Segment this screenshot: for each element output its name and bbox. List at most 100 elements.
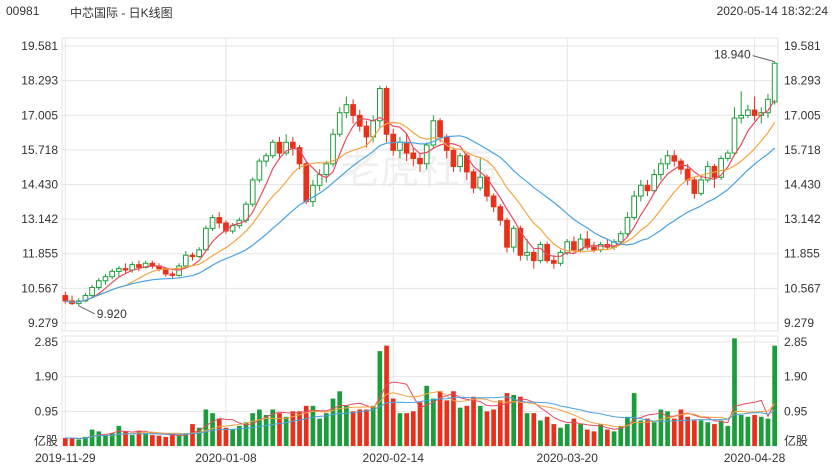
volume-tick-label-right: 2.85: [784, 335, 808, 349]
volume-ma-short-line: [65, 381, 776, 440]
volume-tick-label-left: 1.90: [35, 370, 59, 384]
candle-body: [658, 163, 664, 176]
candle-body: [249, 179, 256, 205]
volume-bar: [698, 420, 704, 446]
volume-bar: [83, 436, 88, 446]
timestamp: 2020-05-14 18:32:24: [716, 4, 828, 18]
volume-bar: [203, 409, 209, 446]
candle-body: [738, 114, 745, 119]
volume-bar: [109, 433, 115, 446]
volume-bar: [531, 413, 537, 446]
volume-bar: [270, 409, 276, 446]
volume-ma-long-line: [65, 396, 775, 440]
volume-bar: [417, 402, 423, 446]
candle-body: [724, 152, 731, 159]
volume-bar: [89, 429, 95, 446]
volume-bar: [364, 409, 369, 446]
price-tick-label-left: 18.293: [21, 74, 58, 88]
candle-body: [550, 260, 557, 264]
x-axis-labels: 2019-11-29 2020-01-08 2020-02-14 2020-03-20…: [35, 451, 785, 465]
volume-tick-label-left: 2.85: [35, 335, 59, 349]
candle-body: [457, 155, 463, 167]
candle-body: [745, 109, 751, 116]
candle-body: [310, 184, 316, 202]
price-tick-label-right: 19.581: [784, 39, 821, 53]
volume-bar: [712, 424, 717, 446]
candle-body: [617, 233, 624, 243]
candle-body: [196, 249, 203, 258]
volume-bar: [464, 405, 470, 446]
candle-body: [571, 241, 577, 251]
candle-body: [584, 238, 591, 248]
volume-bar: [143, 433, 148, 446]
price-tick-label-right: 17.005: [784, 108, 821, 122]
candle-body: [751, 109, 758, 116]
volume-bar: [611, 431, 617, 446]
candle-body: [209, 217, 216, 229]
volume-bar: [692, 420, 697, 446]
volume-bar: [578, 424, 583, 446]
price-tick-label-left: 15.718: [21, 143, 58, 157]
volume-bar: [484, 411, 490, 446]
volume-bar: [323, 413, 329, 446]
volume-bar: [156, 435, 162, 446]
volume-bar: [444, 400, 450, 446]
candle-body: [269, 141, 276, 157]
volume-bar: [330, 398, 336, 446]
volume-bar: [745, 416, 751, 446]
ma-short-line: [65, 99, 776, 303]
volume-bar: [598, 424, 604, 446]
candle-body: [470, 171, 477, 189]
candle-body: [109, 270, 116, 278]
volume-bar: [544, 416, 550, 446]
volume-bar: [297, 411, 302, 446]
volume-unit-right: 亿股: [784, 433, 808, 448]
volume-bar: [123, 431, 128, 446]
candle-body: [450, 149, 457, 167]
candle-body: [403, 141, 410, 154]
price-tick-label-right: 18.293: [784, 74, 821, 88]
volume-bar: [564, 424, 570, 446]
candle-body: [497, 206, 504, 221]
volume-bars: [63, 338, 777, 446]
volume-bar: [571, 418, 577, 446]
volume-bar: [471, 396, 476, 446]
low-pointer: [78, 305, 95, 315]
volume-bar: [116, 425, 122, 446]
volume-bar: [718, 420, 724, 446]
volume-bar: [605, 429, 610, 446]
volume-bar: [103, 435, 108, 446]
candle-body: [698, 179, 704, 194]
high-pointer: [752, 55, 775, 63]
candle-body: [330, 133, 336, 165]
volume-bar: [370, 405, 376, 446]
volume-bar: [377, 351, 383, 446]
annotations: 18.940 9.920: [78, 48, 775, 321]
volume-bar: [645, 418, 650, 446]
candle-body: [504, 219, 510, 248]
volume-bar: [625, 416, 630, 446]
volume-bar: [263, 414, 269, 446]
volume-bar: [732, 338, 737, 446]
candle-body: [437, 120, 443, 138]
volume-bar: [196, 427, 202, 446]
volume-bar: [63, 437, 68, 446]
volume-bar: [518, 396, 523, 446]
high-label: 18.940: [714, 48, 751, 62]
volume-bar: [357, 409, 363, 446]
volume-bar: [477, 405, 483, 446]
price-tick-label-left: 11.855: [22, 247, 58, 261]
x-tick-label: 2019-11-29: [35, 451, 96, 465]
price-tick-label-right: 14.430: [784, 178, 821, 192]
candle-body: [256, 160, 263, 181]
volume-bar: [752, 414, 757, 446]
volume-bar: [651, 422, 657, 446]
candle-body: [296, 147, 303, 165]
candle-body: [189, 254, 196, 258]
x-tick-label: 2020-03-20: [537, 451, 599, 465]
ma-mid-line: [65, 121, 776, 303]
volume-bar: [257, 409, 262, 446]
price-tick-label-left: 9.279: [28, 316, 58, 330]
candle-body: [664, 155, 671, 165]
